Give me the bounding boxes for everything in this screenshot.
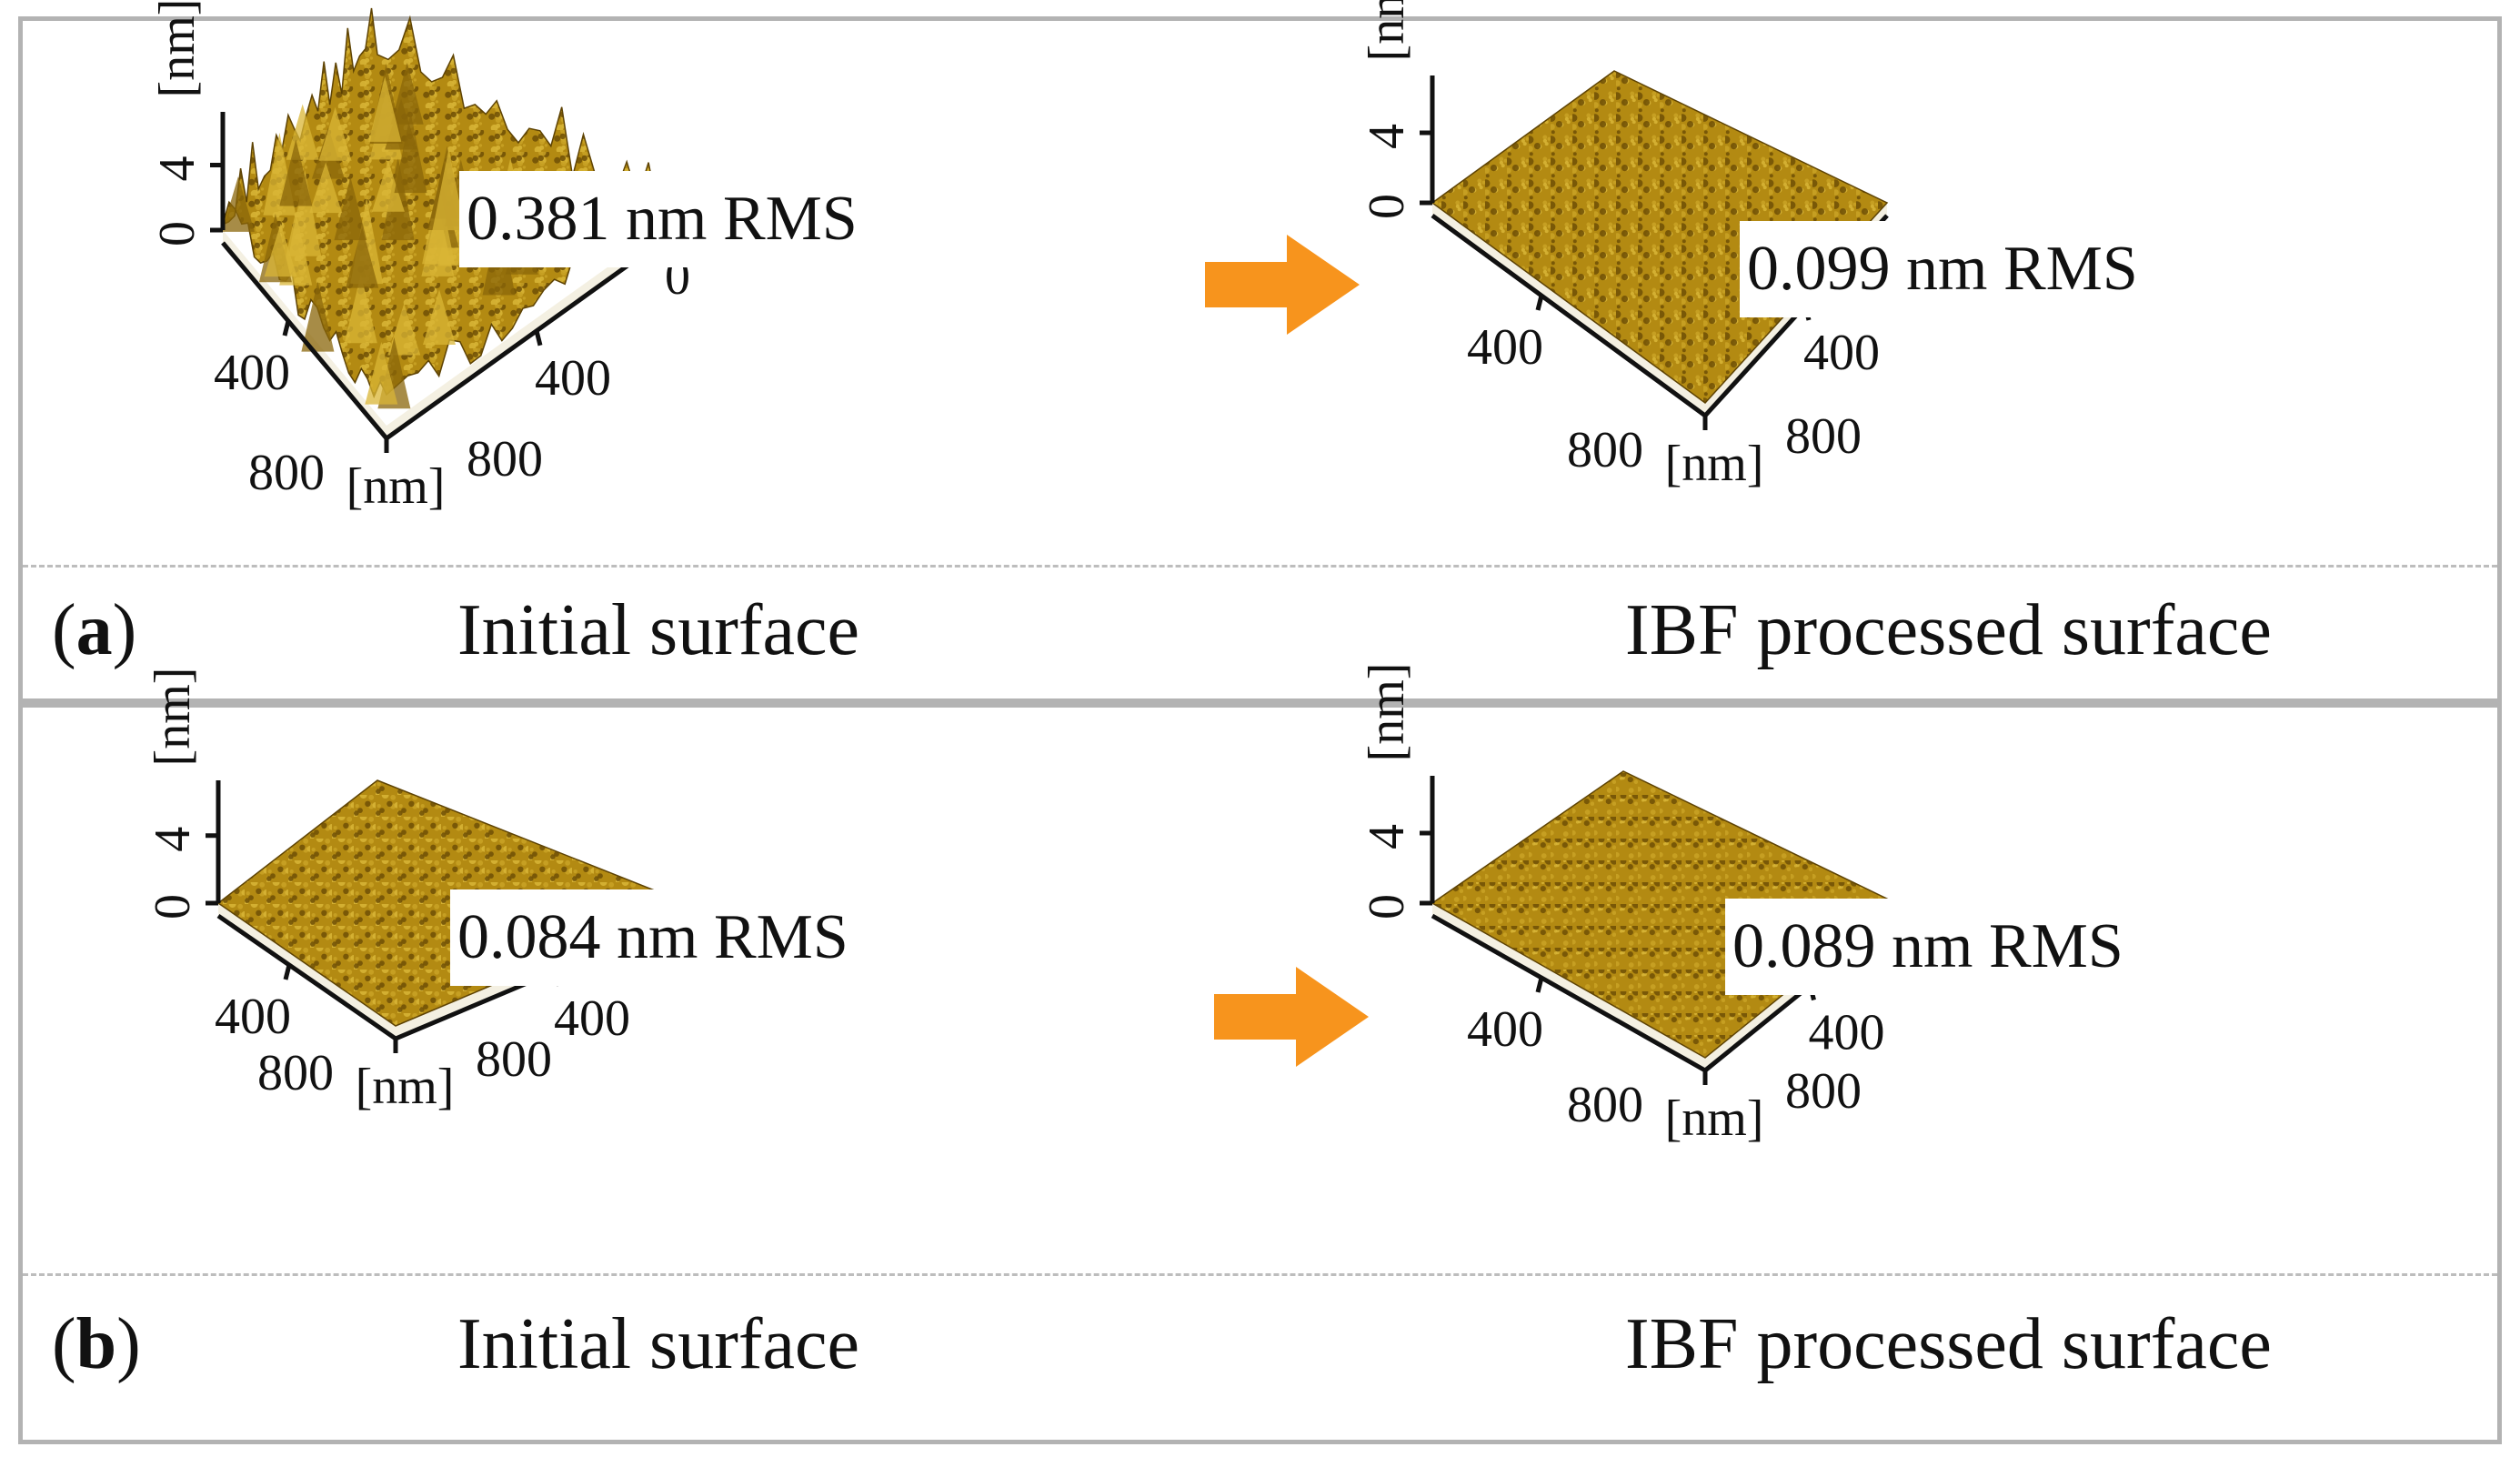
x-axis (221, 241, 388, 440)
x-tick-label-400: 400 (215, 989, 291, 1045)
surface-peak (301, 281, 335, 352)
rms-label-a-ibf: 0.099 nm RMS (1740, 221, 2145, 317)
caption-a-ibf: IBF processed surface (1625, 590, 2272, 670)
surface-peak (365, 341, 398, 405)
x-axis-unit: [nm] (1665, 436, 1764, 492)
caption-b-ibf: IBF processed surface (1625, 1304, 2272, 1384)
surface-peak (346, 227, 379, 288)
x-axis (1431, 213, 1707, 418)
surface-peak (371, 160, 405, 212)
z-axis-unit: [nm] (145, 668, 201, 767)
panel-letter-a: a (75, 590, 113, 670)
x-tick-label-800: 800 (257, 1045, 334, 1101)
surface-base (218, 903, 687, 1039)
afm-plot-a-initial: 0 4 [nm] 400 800 [nm] 800 400 0 0.381 nm RMS (114, 0, 1223, 567)
z-tick-label-4: 4 (1359, 824, 1415, 849)
z-axis-unit: [nm] (1359, 663, 1415, 762)
panel-a: 0 4 [nm] 400 800 [nm] 800 400 0 0.381 nm RMS 0 4[… (18, 0, 2502, 703)
surface-peak (221, 176, 255, 232)
surface-peak (423, 289, 456, 345)
surface-peak (390, 62, 424, 125)
right-arrow-icon (1205, 235, 1360, 335)
x-tick-label-400: 400 (214, 345, 290, 401)
surface-peak (368, 76, 402, 142)
x-axis (1431, 913, 1707, 1073)
panel-label-a: (a) (52, 590, 137, 670)
panel-letter-b: b (75, 1304, 117, 1384)
caption-b-initial: Initial surface (457, 1304, 859, 1384)
surface-peak (279, 139, 313, 206)
x-tick-label-400: 400 (1467, 1001, 1543, 1058)
y-tick-label-400: 400 (1809, 1005, 1885, 1061)
surface-peak (309, 162, 343, 214)
z-tick-label-4: 4 (149, 156, 206, 182)
y-axis (385, 240, 661, 441)
divider-a (23, 565, 2497, 568)
surface-peak (387, 303, 421, 356)
surface-peak (318, 106, 352, 161)
y-tick-label-400: 400 (535, 350, 611, 407)
y-tick-label-800: 800 (467, 431, 543, 487)
surface-peak (334, 176, 367, 241)
panel-label-b: (b) (52, 1304, 141, 1384)
x-axis (216, 913, 397, 1041)
right-arrow-icon (1214, 967, 1369, 1067)
z-tick-label-0: 0 (1359, 894, 1415, 919)
y-tick-label-800: 800 (1785, 408, 1862, 465)
surface-peak (264, 223, 297, 277)
z-tick-label-0: 0 (1359, 194, 1415, 219)
y-tick-label-800: 800 (476, 1031, 552, 1088)
z-axis-unit: [nm] (149, 0, 206, 97)
caption-a-initial: Initial surface (457, 590, 859, 670)
x-tick-label-800: 800 (1567, 422, 1643, 478)
rms-label-b-initial: 0.084 nm RMS (450, 889, 856, 986)
y-tick-label-400: 400 (554, 990, 630, 1047)
x-axis-unit: [nm] (1665, 1090, 1764, 1147)
rms-label-b-ibf: 0.089 nm RMS (1725, 899, 2131, 995)
surface-peak (432, 148, 466, 231)
rms-label-a-initial: 0.381 nm RMS (459, 171, 865, 267)
z-tick-label-0: 0 (145, 894, 201, 919)
z-tick-label-4: 4 (145, 827, 201, 852)
y-tick-label-800: 800 (1785, 1063, 1862, 1120)
x-axis-unit: [nm] (356, 1059, 455, 1115)
surface-peak (344, 274, 377, 344)
x-axis-unit: [nm] (346, 458, 446, 515)
x-tick-label-800: 800 (248, 445, 325, 501)
y-tick-label-400: 400 (1803, 325, 1880, 381)
z-axis-unit: [nm] (1359, 0, 1415, 61)
surface-top (1431, 70, 1889, 405)
x-tick-label-800: 800 (1567, 1077, 1643, 1133)
surface-peak (394, 112, 427, 194)
surface-peak (421, 205, 455, 276)
z-tick-label-4: 4 (1359, 124, 1415, 149)
z-tick-label-0: 0 (149, 221, 206, 246)
divider-b (23, 1273, 2497, 1276)
x-tick-label-400: 400 (1467, 319, 1543, 376)
